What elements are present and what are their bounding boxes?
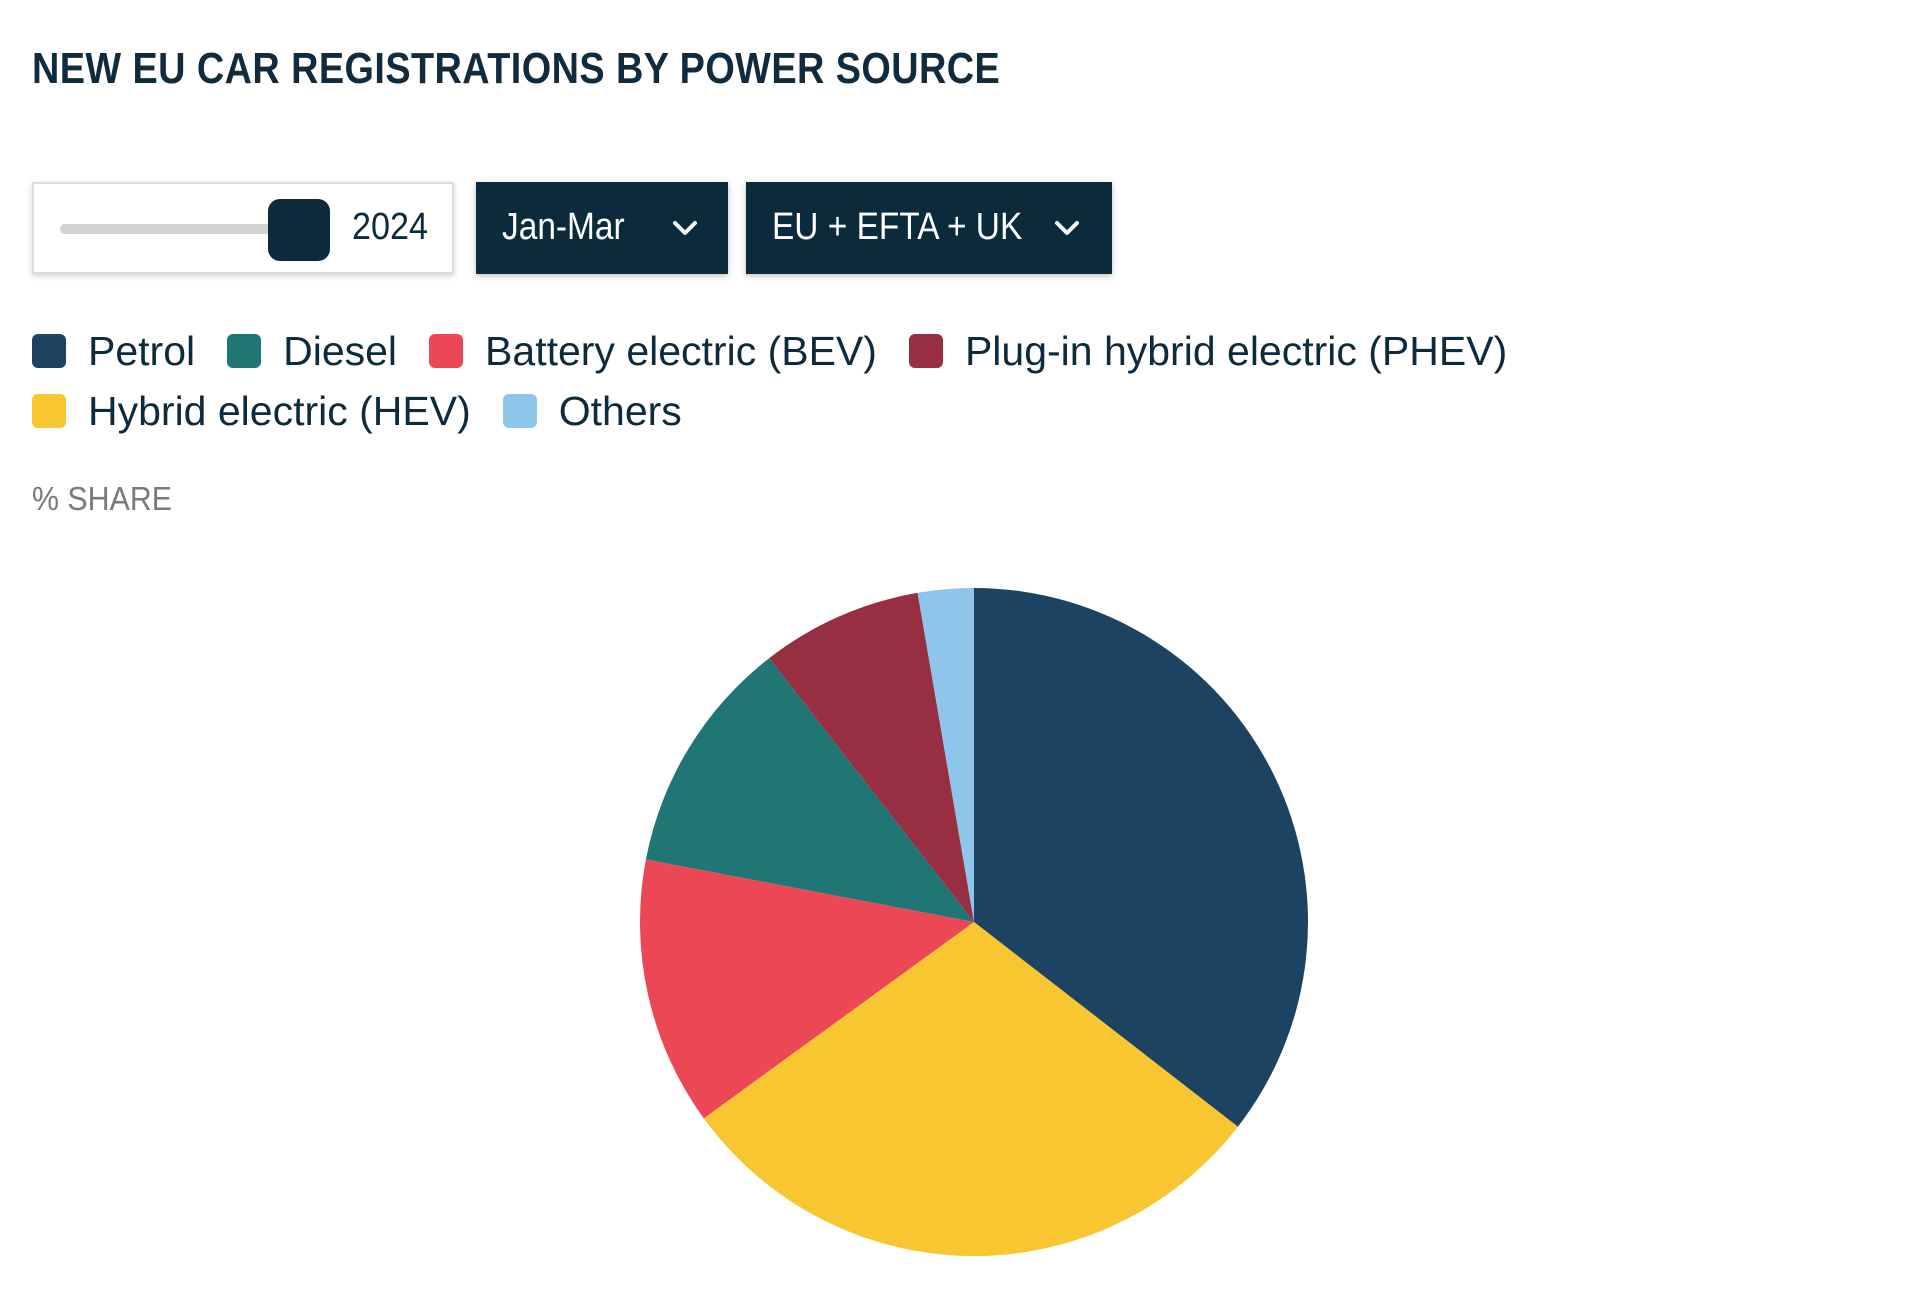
legend-swatch — [32, 334, 66, 368]
pie-slice-diesel[interactable] — [645, 658, 974, 922]
value-unit-label: % SHARE — [32, 480, 173, 517]
legend-item[interactable]: Hybrid electric (HEV) — [32, 387, 471, 434]
period-dropdown[interactable]: Jan-Mar — [476, 182, 728, 274]
legend-item[interactable]: Others — [502, 387, 682, 434]
pie-slice-battery-electric-bev[interactable] — [640, 859, 974, 1119]
region-dropdown[interactable]: EU + EFTA + UK — [746, 182, 1112, 274]
region-dropdown-label: EU + EFTA + UK — [772, 206, 1023, 248]
legend-item[interactable]: Petrol — [32, 327, 196, 374]
legend-item[interactable]: Battery electric (BEV) — [429, 327, 877, 374]
legend-swatch — [502, 394, 537, 428]
chevron-down-icon — [1055, 221, 1079, 235]
pie-slice-plug-in-hybrid-electric-phev[interactable] — [769, 592, 974, 922]
legend-label: Hybrid electric (HEV) — [88, 387, 471, 434]
year-slider-control: 2024 — [32, 182, 454, 274]
year-slider-track[interactable] — [60, 224, 300, 234]
pie-slice-hybrid-electric-hev[interactable] — [703, 922, 1238, 1256]
chevron-down-icon — [673, 221, 697, 235]
period-dropdown-label: Jan-Mar — [502, 206, 625, 248]
legend-swatch — [429, 334, 464, 368]
year-slider-value: 2024 — [352, 206, 429, 248]
legend-swatch — [908, 334, 943, 368]
legend-label: Diesel — [283, 327, 398, 374]
legend-item[interactable]: Diesel — [227, 327, 398, 374]
chart-legend: Petrol Diesel Battery electric (BEV) Plug-i… — [32, 327, 1892, 434]
legend-swatch — [32, 394, 66, 428]
legend-label: Plug-in hybrid electric (PHEV) — [964, 327, 1508, 374]
chart-title: NEW EU CAR REGISTRATIONS BY POWER SOURCE — [32, 44, 1001, 93]
year-slider-handle[interactable] — [268, 199, 330, 261]
legend-swatch — [227, 334, 262, 368]
legend-item[interactable]: Plug-in hybrid electric (PHEV) — [908, 327, 1508, 374]
legend-label: Petrol — [88, 327, 196, 374]
legend-label: Battery electric (BEV) — [485, 327, 877, 374]
pie-slice-petrol[interactable] — [974, 588, 1308, 1127]
legend-label: Others — [558, 387, 682, 434]
pie-slice-others[interactable] — [917, 588, 974, 922]
